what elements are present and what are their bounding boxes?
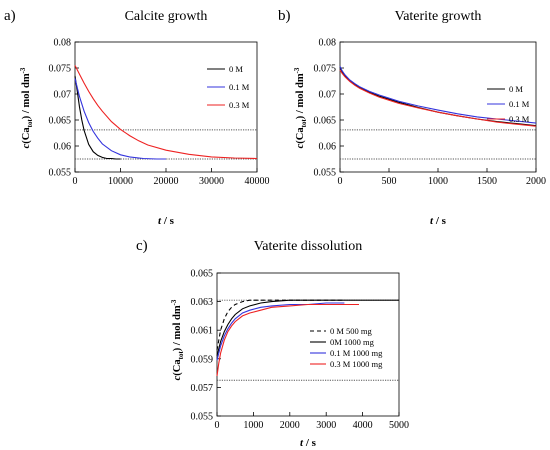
y-axis-label: c(Catot) / mol dm-3 — [170, 299, 185, 380]
x-tick-label: 0 — [338, 176, 343, 187]
y-tick-label: 0.055 — [314, 168, 337, 179]
legend-label: 0 M 500 mg — [330, 326, 373, 336]
x-tick-label: 1000 — [243, 420, 263, 431]
series-line-1 — [74, 75, 121, 160]
legend-label: 0 M — [509, 84, 523, 94]
y-tick-label: 0.06 — [54, 142, 72, 153]
x-tick-label: 5000 — [389, 420, 409, 431]
panel-vaterite-dissolution: c) Vaterite dissolution c(Catot) / mol d… — [136, 238, 409, 449]
x-tick-label: 1500 — [477, 176, 497, 187]
x-axis-label: t / s — [430, 215, 447, 227]
y-tick-label: 0.06 — [319, 142, 337, 153]
series-line-2 — [216, 299, 399, 357]
x-tick-label: 2000 — [280, 420, 300, 431]
x-tick-label: 20000 — [154, 176, 179, 187]
y-tick-label: 0.057 — [191, 383, 214, 394]
panel-vaterite-growth: b) Vaterite growth c(Catot) / mol dm-3 t… — [278, 8, 546, 227]
series-line-2 — [339, 66, 537, 124]
y-tick-label: 0.055 — [191, 412, 214, 423]
svg-text:c(Catot) / mol dm-3: c(Catot) / mol dm-3 — [19, 67, 34, 148]
series-line-3 — [74, 65, 258, 160]
panel-calcite-growth: a) Calcite growth c(Catot) / mol dm-3 t … — [4, 8, 270, 227]
x-axis-label: t / s — [300, 437, 317, 449]
y-tick-label: 0.065 — [49, 116, 72, 127]
x-tick-label: 500 — [382, 176, 397, 187]
chart-title: Vaterite growth — [395, 9, 482, 24]
legend-label: 0.1 M 1000 mg — [330, 348, 383, 358]
x-axis-label: t / s — [158, 215, 175, 227]
legend-label: 0.1 M — [509, 99, 530, 109]
y-axis-label: c(Catot) / mol dm-3 — [293, 67, 308, 148]
y-tick-label: 0.063 — [191, 297, 214, 308]
y-tick-label: 0.059 — [191, 354, 214, 365]
chart-title: Vaterite dissolution — [254, 239, 363, 254]
y-tick-label: 0.08 — [54, 38, 72, 49]
x-tick-label: 30000 — [199, 176, 224, 187]
x-tick-label: 0 — [215, 420, 220, 431]
series-line-1 — [216, 299, 345, 351]
series-line-3 — [339, 69, 537, 127]
panel-label: b) — [278, 8, 291, 24]
y-tick-label: 0.07 — [319, 90, 337, 101]
legend-label: 0.3 M 1000 mg — [330, 359, 383, 369]
legend-label: 0.3 M — [229, 100, 250, 110]
legend-label: 0 M — [229, 64, 243, 74]
chart-title: Calcite growth — [125, 9, 208, 24]
x-tick-label: 3000 — [316, 420, 336, 431]
legend-label: 0.3 M — [509, 114, 530, 124]
x-tick-label: 4000 — [353, 420, 373, 431]
legend-label: 0M 1000 mg — [330, 337, 375, 347]
panel-label: c) — [136, 238, 148, 254]
y-tick-label: 0.065 — [314, 116, 337, 127]
series-line-3 — [216, 302, 345, 361]
y-tick-label: 0.055 — [49, 168, 72, 179]
series-line-1 — [339, 66, 537, 127]
x-tick-label: 10000 — [108, 176, 133, 187]
y-tick-label: 0.07 — [54, 90, 72, 101]
x-tick-label: 2000 — [526, 176, 546, 187]
plot-frame — [339, 41, 537, 173]
x-tick-label: 40000 — [245, 176, 270, 187]
x-tick-label: 0 — [73, 176, 78, 187]
series-line-2 — [74, 78, 166, 160]
svg-text:c(Catot) / mol dm-3: c(Catot) / mol dm-3 — [293, 67, 308, 148]
y-tick-label: 0.08 — [319, 38, 337, 49]
y-tick-label: 0.061 — [191, 326, 214, 337]
plot-frame — [216, 272, 400, 417]
y-tick-label: 0.075 — [49, 64, 72, 75]
y-tick-label: 0.065 — [191, 269, 214, 280]
legend-label: 0.1 M — [229, 82, 250, 92]
y-axis-label: c(Catot) / mol dm-3 — [19, 67, 34, 148]
y-tick-label: 0.075 — [314, 64, 337, 75]
x-tick-label: 1000 — [428, 176, 448, 187]
svg-text:c(Catot) / mol dm-3: c(Catot) / mol dm-3 — [170, 299, 185, 380]
panel-label: a) — [4, 8, 16, 24]
series-line-4 — [216, 303, 359, 377]
